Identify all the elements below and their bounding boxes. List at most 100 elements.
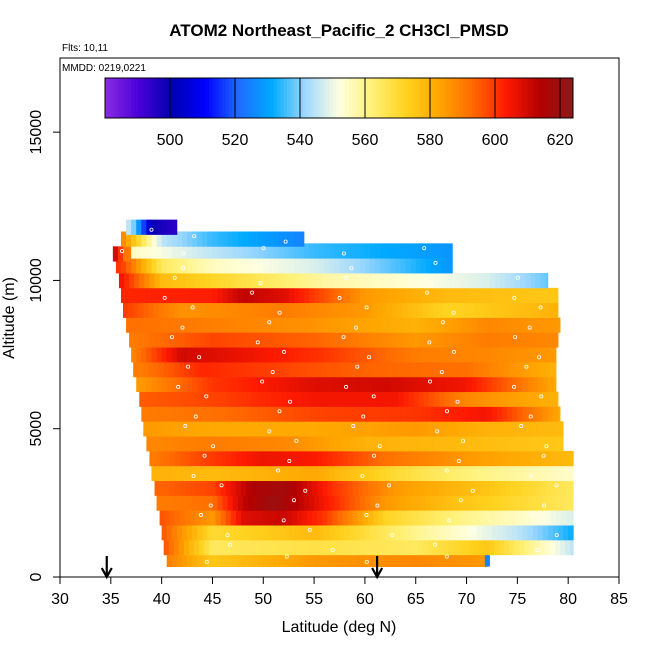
heatmap-cell: [217, 231, 224, 247]
heatmap-cell: [524, 302, 530, 318]
heatmap-cell: [168, 361, 175, 378]
heatmap-cell: [354, 551, 361, 568]
heatmap-cell: [502, 406, 508, 422]
heatmap-cell: [407, 539, 414, 556]
heatmap-cell: [491, 347, 498, 363]
heatmap-cell: [293, 347, 300, 363]
sample-marker: [191, 473, 196, 478]
heatmap-cell: [207, 495, 213, 511]
heatmap-cell: [156, 258, 163, 274]
heatmap-cell: [436, 465, 442, 482]
heatmap-cell: [296, 273, 303, 289]
heatmap-cell: [149, 391, 155, 407]
heatmap-cell: [290, 539, 297, 556]
heatmap-cell: [364, 258, 371, 274]
heatmap-cell: [364, 465, 371, 482]
heatmap-cell: [393, 391, 399, 407]
heatmap-cell: [357, 332, 364, 348]
sample-marker: [270, 370, 275, 375]
colorbar-segment: [248, 78, 252, 118]
heatmap-cell: [268, 243, 274, 259]
heatmap-cell: [373, 332, 379, 348]
heatmap-cell: [179, 450, 186, 467]
heatmap-cell: [495, 273, 501, 289]
heatmap-cell: [146, 231, 152, 247]
colorbar-segment: [264, 78, 268, 118]
heatmap-cell: [143, 361, 149, 378]
heatmap-cell: [154, 450, 160, 467]
heatmap-cell: [181, 465, 188, 482]
heatmap-cell: [171, 317, 178, 333]
heatmap-cell: [359, 258, 366, 274]
heatmap-cell: [251, 480, 257, 496]
heatmap-cell: [464, 391, 470, 407]
heatmap-cell: [412, 302, 419, 318]
heatmap-cell: [439, 450, 445, 467]
heatmap-cell: [497, 465, 503, 482]
heatmap-cell: [547, 347, 554, 363]
y-tick-label: 15000: [28, 110, 45, 155]
heatmap-cell: [571, 450, 574, 467]
heatmap-cell: [474, 480, 481, 496]
heatmap-cell: [273, 436, 279, 452]
heatmap-cell: [436, 406, 442, 422]
heatmap-cell: [380, 551, 386, 568]
heatmap-cell: [461, 317, 467, 333]
heatmap-cell: [425, 258, 432, 274]
heatmap-cell: [466, 287, 473, 304]
heatmap-cell: [260, 361, 266, 378]
heatmap-cell: [212, 465, 218, 482]
heatmap-cell: [248, 406, 254, 422]
heatmap-cell: [309, 406, 315, 422]
heatmap-cell: [415, 465, 422, 482]
heatmap-cell: [385, 406, 391, 422]
heatmap-cell: [558, 495, 564, 511]
heatmap-cell: [362, 480, 369, 496]
heatmap-cell: [405, 525, 412, 541]
colorbar-segment: [439, 78, 444, 118]
heatmap-cell: [515, 510, 521, 526]
heatmap-cell: [438, 361, 444, 378]
heatmap-cell: [227, 347, 234, 363]
heatmap-cell: [491, 436, 498, 452]
heatmap-cell: [476, 406, 483, 422]
heatmap-cell: [486, 525, 493, 541]
heatmap-cell: [293, 376, 300, 393]
heatmap-cell: [171, 406, 178, 422]
heatmap-cell: [187, 231, 193, 247]
heatmap-cell: [497, 376, 503, 393]
heatmap-cell: [197, 258, 203, 274]
heatmap-cell: [398, 391, 404, 407]
heatmap-cell: [202, 436, 208, 452]
heatmap-cell: [273, 347, 279, 363]
x-tick-label: 45: [204, 591, 222, 608]
heatmap-cell: [205, 391, 211, 407]
colorbar-segment: [202, 78, 207, 118]
heatmap-cell: [375, 376, 381, 393]
heatmap-cell: [227, 551, 234, 568]
heatmap-cell: [324, 376, 330, 393]
heatmap-cell: [283, 258, 290, 274]
heatmap-cell: [169, 510, 176, 526]
heatmap-cell: [309, 376, 315, 393]
heatmap-cell: [331, 302, 337, 318]
heatmap-cell: [537, 525, 544, 541]
heatmap-cell: [219, 539, 226, 556]
heatmap-cell: [314, 495, 320, 511]
heatmap-cell: [220, 480, 227, 496]
heatmap-cell: [115, 258, 122, 274]
colorbar-segment: [199, 78, 203, 118]
heatmap-cell: [380, 465, 386, 482]
sample-marker: [351, 424, 356, 429]
heatmap-cell: [336, 539, 342, 556]
heatmap-cell: [344, 495, 351, 511]
heatmap-cell: [446, 551, 452, 568]
heatmap-cell: [347, 480, 354, 496]
heatmap-cell: [373, 450, 379, 467]
heatmap-cell: [232, 258, 239, 274]
heatmap-cell: [151, 258, 157, 274]
heatmap-cell: [471, 347, 478, 363]
heatmap-cell: [151, 287, 157, 304]
heatmap-cell: [390, 406, 396, 422]
sample-marker: [284, 554, 289, 559]
